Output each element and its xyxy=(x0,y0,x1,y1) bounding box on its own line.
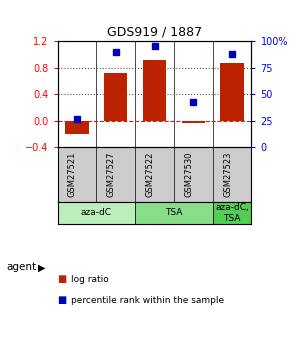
Text: GSM27522: GSM27522 xyxy=(145,151,155,197)
Bar xyxy=(65,121,88,134)
Bar xyxy=(143,60,166,121)
Title: GDS919 / 1887: GDS919 / 1887 xyxy=(107,26,202,39)
Bar xyxy=(104,73,127,121)
Bar xyxy=(182,121,205,124)
Text: ■: ■ xyxy=(58,275,67,284)
Text: log ratio: log ratio xyxy=(71,275,109,284)
Text: ▶: ▶ xyxy=(38,263,45,272)
Bar xyxy=(213,201,251,224)
Bar xyxy=(135,201,213,224)
Text: GSM27523: GSM27523 xyxy=(223,151,232,197)
Text: agent: agent xyxy=(6,263,36,272)
Text: TSA: TSA xyxy=(165,208,183,217)
Bar xyxy=(221,63,244,121)
Text: aza-dC: aza-dC xyxy=(81,208,112,217)
Text: aza-dC,
TSA: aza-dC, TSA xyxy=(215,203,249,223)
Text: percentile rank within the sample: percentile rank within the sample xyxy=(71,296,224,305)
Bar xyxy=(58,201,135,224)
Text: GSM27527: GSM27527 xyxy=(107,151,116,197)
Text: GSM27530: GSM27530 xyxy=(184,151,193,197)
Text: ■: ■ xyxy=(58,295,67,305)
Text: GSM27521: GSM27521 xyxy=(68,151,77,197)
